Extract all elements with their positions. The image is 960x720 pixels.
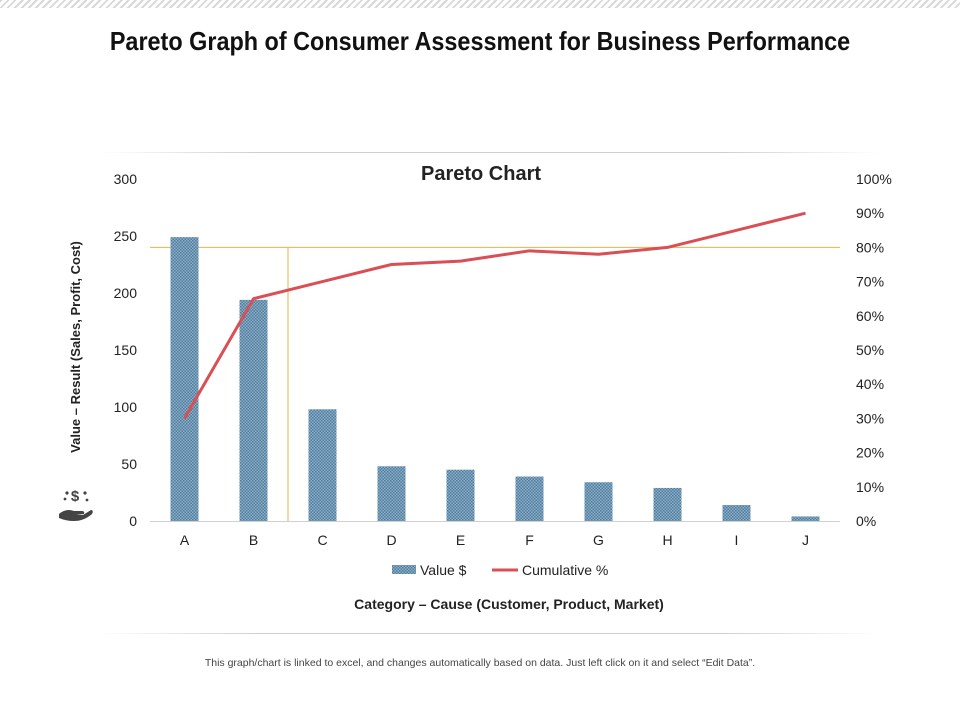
y2-tick-label: 10% [856,479,884,495]
bar-H [653,487,682,521]
bar-I [722,505,751,521]
y-axis-label: Value – Result (Sales, Profit, Cost) [68,241,83,453]
x-tick-label: H [662,532,672,548]
x-tick-label: J [802,532,809,548]
bar-B [239,299,268,521]
y-tick-label: 50 [121,456,137,472]
y2-tick-label: 20% [856,445,884,461]
y-tick-label: 100 [114,399,138,415]
y2-tick-label: 60% [856,308,884,324]
bar-D [377,466,406,521]
y2-tick-label: 30% [856,410,884,426]
legend: Value $ Cumulative % [392,562,608,578]
cumulative-line [183,211,806,420]
y-tick-label: 250 [114,228,138,244]
money-hand-icon: $ [59,488,93,521]
y2-tick-label: 100% [856,171,892,187]
x-tick-label: A [180,532,190,548]
divider-top [100,152,880,153]
bar-J [791,516,820,521]
legend-swatch-value [392,565,416,574]
x-tick-label: D [386,532,396,548]
y2-tick-label: 50% [856,342,884,358]
y2-tick-label: 70% [856,274,884,290]
x-tick-label: C [317,532,327,548]
legend-label-cumulative: Cumulative % [522,562,608,578]
divider-bottom [100,633,880,634]
y-tick-label: 300 [114,171,138,187]
bar-E [446,469,475,521]
y2-tick-label: 0% [856,513,876,529]
x-tick-label: I [735,532,739,548]
bar-C [308,409,337,521]
x-tick-label: G [593,532,604,548]
x-tick-label: E [456,532,465,548]
chart-title: Pareto Chart [421,163,541,185]
y2-tick-label: 90% [856,205,884,221]
bar-F [515,476,544,521]
y-tick-label: 150 [114,342,138,358]
y-tick-label: 0 [129,513,137,529]
legend-label-value: Value $ [420,562,467,578]
svg-text:$: $ [71,488,80,505]
footer-note: This graph/chart is linked to excel, and… [204,657,756,669]
x-axis-label: Category – Cause (Customer, Product, Mar… [354,596,664,612]
y2-tick-label: 80% [856,239,884,255]
y-tick-label: 200 [114,285,138,301]
x-tick-label: B [249,532,258,548]
decorative-top-stripe [0,0,960,8]
page-title: Pareto Graph of Consumer Assessment for … [109,26,851,56]
y2-tick-label: 40% [856,376,884,392]
bar-A [170,237,199,521]
x-tick-label: F [525,532,534,548]
bar-G [584,482,613,521]
